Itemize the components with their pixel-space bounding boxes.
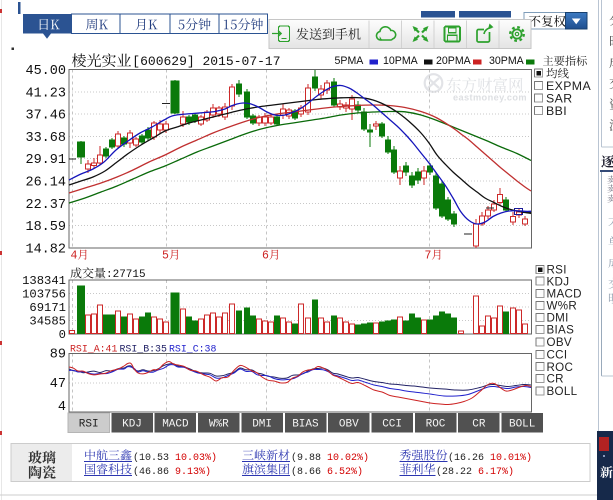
svg-text:4: 4 (58, 400, 66, 415)
svg-text:6: 6 (262, 250, 269, 263)
svg-text:138341: 138341 (22, 274, 66, 288)
svg-text:0: 0 (59, 328, 66, 342)
svg-text:CR: CR (547, 373, 564, 386)
svg-text::27715: :27715 (106, 269, 146, 281)
svg-text:BOLL: BOLL (547, 385, 578, 398)
svg-text:DMI: DMI (252, 419, 272, 431)
svg-text:69171: 69171 (29, 301, 66, 315)
svg-text:47: 47 (50, 377, 66, 392)
svg-text:(9.88: (9.88 (291, 452, 321, 464)
svg-text:OBV: OBV (339, 419, 359, 431)
svg-text:10PMA: 10PMA (383, 55, 419, 67)
svg-text:(10.53: (10.53 (133, 452, 169, 464)
svg-text:14.82: 14.82 (25, 242, 66, 257)
svg-text:eastmoney.com: eastmoney.com (453, 93, 527, 103)
svg-text:9.13%): 9.13%) (175, 466, 211, 478)
svg-text:41.23: 41.23 (25, 86, 66, 101)
svg-text:EXPMA: EXPMA (546, 79, 591, 93)
svg-text:RSI: RSI (547, 263, 567, 276)
svg-text:SAR: SAR (546, 91, 572, 105)
svg-text:37.46: 37.46 (25, 109, 66, 124)
svg-text:MACD: MACD (547, 288, 582, 301)
svg-text:CCI: CCI (382, 419, 402, 431)
svg-text:45.00: 45.00 (25, 64, 66, 79)
svg-text:29.91: 29.91 (25, 153, 66, 168)
svg-text:89: 89 (50, 348, 66, 363)
svg-text:KDJ: KDJ (547, 275, 570, 288)
svg-text:10.01%): 10.01%) (490, 452, 532, 464)
svg-text:ROC: ROC (547, 361, 574, 374)
svg-text:10.02%): 10.02%) (327, 452, 369, 464)
svg-text:RSI_B:35: RSI_B:35 (120, 344, 167, 355)
svg-text:103756: 103756 (22, 288, 66, 302)
svg-text:[600629] 2015-07-17: [600629] 2015-07-17 (132, 54, 280, 69)
svg-text:W%R: W%R (547, 300, 578, 313)
svg-text:BOLL: BOLL (509, 419, 535, 431)
svg-text:4: 4 (71, 250, 78, 263)
svg-text:(16.26: (16.26 (448, 452, 484, 464)
svg-text:KDJ: KDJ (122, 419, 142, 431)
svg-text:5: 5 (162, 250, 169, 263)
svg-text:W%R: W%R (209, 419, 229, 431)
svg-text:(8.66: (8.66 (291, 466, 321, 478)
svg-text:6.17%): 6.17%) (478, 466, 514, 478)
svg-text:22.37: 22.37 (25, 198, 66, 213)
svg-text:DMI: DMI (547, 312, 569, 325)
svg-text:BIAS: BIAS (292, 419, 319, 431)
svg-text:CCI: CCI (547, 349, 568, 362)
svg-text:ROC: ROC (426, 419, 446, 431)
svg-text:10.03%): 10.03%) (175, 452, 217, 464)
svg-text:(46.86: (46.86 (133, 466, 169, 478)
svg-text:RSI_C:38: RSI_C:38 (169, 344, 216, 355)
svg-text:18.59: 18.59 (25, 220, 66, 235)
svg-text:34585: 34585 (29, 315, 66, 329)
svg-text:30PMA: 30PMA (489, 55, 525, 67)
svg-text:7: 7 (425, 250, 432, 263)
svg-text:MACD: MACD (162, 419, 189, 431)
svg-text:33.68: 33.68 (25, 131, 66, 146)
svg-text:RSI: RSI (79, 419, 99, 431)
svg-text:26.14: 26.14 (25, 176, 66, 191)
svg-text:RSI_A:41: RSI_A:41 (70, 344, 117, 355)
svg-text:20PMA: 20PMA (436, 55, 472, 67)
svg-text:(28.22: (28.22 (436, 466, 472, 478)
svg-text:5PMA: 5PMA (335, 55, 365, 67)
svg-text:BBI: BBI (546, 104, 567, 118)
svg-text:6.52%): 6.52%) (327, 466, 363, 478)
svg-text:BIAS: BIAS (547, 324, 575, 337)
svg-text:CR: CR (472, 419, 486, 431)
svg-text:OBV: OBV (547, 336, 572, 349)
